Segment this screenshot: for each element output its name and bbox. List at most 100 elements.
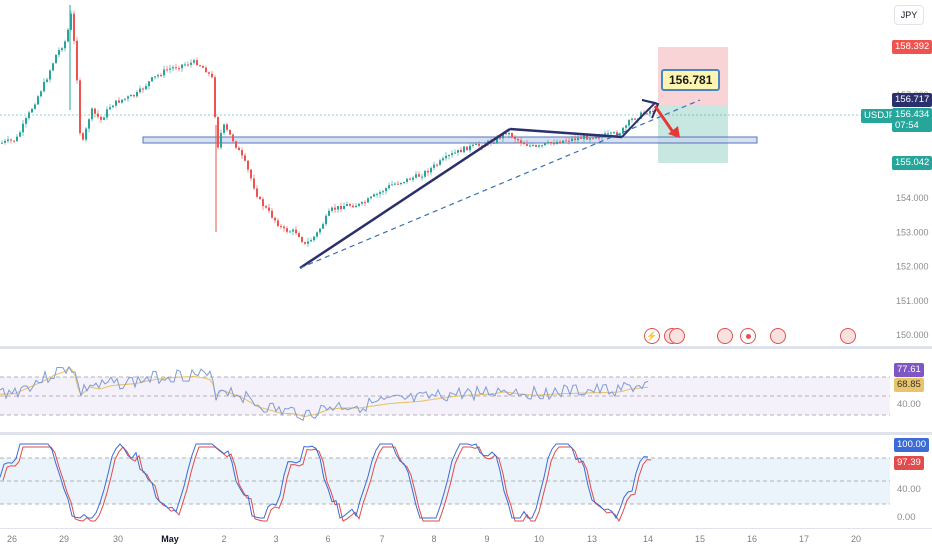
target-price-callout[interactable]: 156.781 (661, 69, 721, 91)
stochastic-chart[interactable] (0, 436, 932, 526)
candle-body (115, 100, 117, 106)
candle-body (454, 152, 456, 154)
flash-icon[interactable]: ⚡ (644, 328, 660, 344)
candle-body (94, 108, 96, 114)
jp-flag-icon[interactable] (740, 328, 756, 344)
candle-body (262, 199, 264, 207)
time-axis-label: 3 (273, 534, 279, 544)
candle-body (346, 204, 348, 207)
candle-body (649, 110, 651, 114)
candle-body (502, 133, 504, 139)
candle-body (124, 98, 126, 100)
candle-body (253, 178, 255, 189)
candle-body (148, 81, 150, 87)
stoch-k-line (0, 443, 649, 520)
time-axis[interactable]: 26 29 30 May 2 3 6 7 8 9 10 13 14 15 16 17 20 (0, 528, 932, 551)
candle-body (256, 188, 258, 197)
candle-body (259, 196, 261, 200)
candle-body (58, 50, 60, 55)
candle-body (106, 109, 108, 118)
candle-body (553, 143, 555, 145)
price-chart-pane[interactable]: 157.000154.000153.000152.000151.000150.0… (0, 0, 932, 346)
price-tick-label: 154.000 (896, 193, 929, 203)
candle-body (625, 125, 627, 128)
candle-body (19, 132, 21, 137)
candle-body (406, 178, 408, 182)
candle-body (394, 183, 396, 185)
candle-body (412, 177, 414, 180)
candle-body (589, 138, 591, 140)
projection-path (621, 99, 660, 138)
candle-body (628, 119, 630, 126)
pane-separator[interactable] (0, 346, 932, 349)
time-axis-label: 6 (325, 534, 331, 544)
candle-body (73, 13, 75, 41)
candle-body (538, 145, 540, 147)
candle-body (571, 138, 573, 142)
candle-body (445, 155, 447, 159)
candle-body (331, 207, 333, 211)
candle-body (574, 138, 576, 141)
candle-body (532, 145, 534, 147)
candle-body (130, 94, 132, 97)
price-chart[interactable]: 157.000154.000153.000152.000151.000150.0… (0, 0, 932, 346)
pane-separator[interactable] (0, 432, 932, 435)
candle-body (244, 155, 246, 161)
candle-body (556, 141, 558, 145)
candle-body (358, 203, 360, 206)
candle-body (583, 135, 585, 140)
candle-body (646, 113, 648, 115)
candle-body (118, 100, 120, 103)
rsi-pane[interactable]: 77.61 68.85 40.00 (0, 350, 932, 432)
candle-body (208, 72, 210, 74)
take-profit-price-tag: 155.042 (892, 156, 932, 170)
candle-body (652, 110, 654, 112)
candle-body (640, 112, 642, 119)
candle-body (436, 164, 438, 166)
candle-body (511, 133, 513, 138)
candle-body (247, 160, 249, 170)
candle-body (616, 132, 618, 136)
candle-body (304, 242, 306, 244)
rsi-ma-line (0, 366, 649, 417)
candle-body (37, 96, 39, 105)
candle-body (271, 210, 273, 218)
down-arrow-head (668, 126, 680, 138)
candle-body (226, 124, 228, 130)
candle-body (268, 207, 270, 211)
candle-body (166, 69, 168, 71)
candle-body (211, 73, 213, 78)
candle-body (223, 124, 225, 133)
candle-body (169, 68, 171, 70)
candle-body (544, 143, 546, 146)
candle-body (64, 41, 66, 49)
candle-body (79, 80, 81, 134)
candle-body (592, 138, 594, 140)
candle-body (175, 67, 177, 69)
candle-body (385, 188, 387, 192)
currency-selector[interactable]: JPY (894, 5, 924, 25)
candle-body (607, 133, 609, 135)
time-axis-label: 14 (642, 534, 654, 544)
candle-body (352, 205, 354, 208)
candle-body (478, 143, 480, 146)
us-flag-icon[interactable] (770, 328, 786, 344)
us-flag-icon[interactable] (840, 328, 856, 344)
candle-body (313, 236, 315, 241)
candle-body (586, 135, 588, 140)
rsi-chart[interactable] (0, 350, 932, 432)
candle-body (457, 149, 459, 153)
stochastic-pane[interactable]: 100.00 97.39 40.00 0.00 (0, 436, 932, 526)
candle-body (55, 54, 57, 64)
candle-body (85, 128, 87, 140)
candle-body (100, 116, 102, 120)
candle-body (349, 204, 351, 206)
candle-body (409, 178, 411, 180)
candle-body (391, 184, 393, 186)
candle-body (283, 226, 285, 229)
candle-body (7, 139, 9, 141)
candle-body (565, 140, 567, 142)
candle-body (559, 141, 561, 144)
us-flag-icon[interactable] (669, 328, 685, 344)
us-flag-icon[interactable] (717, 328, 733, 344)
